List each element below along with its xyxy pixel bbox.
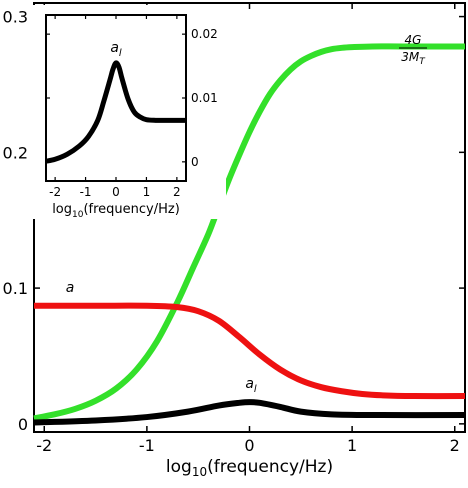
main-x-axis-title: log10(frequency/Hz): [166, 457, 333, 479]
main-x-tick-label: 2: [450, 436, 460, 455]
inset-x-axis-title-base: 10: [72, 210, 84, 220]
inset-chart: -2 -1 0 1 2 0 0.01 0.02 log10(frequency/Hz) al: [32, 5, 226, 220]
main-series-red-line: [34, 302, 466, 400]
main-y-tick-label: 0: [18, 415, 28, 434]
main-series-black-label: al: [245, 376, 257, 395]
inset-series-black-line: [45, 60, 186, 164]
inset-x-tick-label: -1: [80, 185, 92, 199]
main-x-tick-label: 0: [244, 436, 254, 455]
main-series-black-label-main: a: [245, 376, 254, 392]
main-x-axis-title-base: 10: [192, 465, 207, 479]
inset-series-label: al: [110, 40, 122, 59]
main-y-tick-label: 0.2: [3, 143, 28, 162]
inset-y-tick-label: 0: [191, 155, 199, 169]
main-chart: -2 -1 0 1 200.10.20.3log10(frequency/Hz)4G3M…: [3, 2, 466, 479]
inset-x-tick-label: -2: [49, 185, 61, 199]
inset-y-tick-label: 0.01: [191, 91, 218, 105]
main-x-tick-label: 1: [347, 436, 357, 455]
main-y-tick-label: 0.3: [3, 8, 28, 27]
main-series-green-label-denominator-main: 3M: [401, 50, 420, 64]
inset-x-axis-title-log: log: [52, 202, 72, 217]
main-series-red-label: a: [66, 280, 75, 296]
main-x-axis-title-log: log: [166, 457, 192, 477]
main-x-tick-label: -1: [139, 436, 155, 455]
inset-x-axis-title-rest: (frequency/Hz): [83, 202, 179, 217]
inset-x-tick-label: 0: [112, 185, 120, 199]
inset-series-label-main: a: [110, 40, 119, 56]
main-series-black-line: [33, 399, 466, 426]
main-series-green-line: [33, 43, 465, 422]
inset-x-tick-label: 1: [143, 185, 151, 199]
inset-x-tick-label: 2: [173, 185, 181, 199]
inset-background: [32, 5, 226, 219]
main-series-black-label-sub: l: [254, 384, 257, 395]
main-series-green-label-numerator: 4G: [405, 33, 422, 47]
main-x-axis-title-rest: (frequency/Hz): [207, 457, 333, 477]
inset-x-axis-title: log10(frequency/Hz): [52, 202, 180, 220]
main-series-green-label-denominator-sub: T: [419, 57, 426, 67]
inset-y-tick-label: 0.02: [191, 27, 218, 41]
main-y-tick-label: 0.1: [3, 279, 28, 298]
inset-series-label-sub: l: [119, 48, 122, 59]
main-series-green-label-denominator: 3MT: [401, 50, 426, 67]
main-x-tick-label: -2: [36, 436, 52, 455]
